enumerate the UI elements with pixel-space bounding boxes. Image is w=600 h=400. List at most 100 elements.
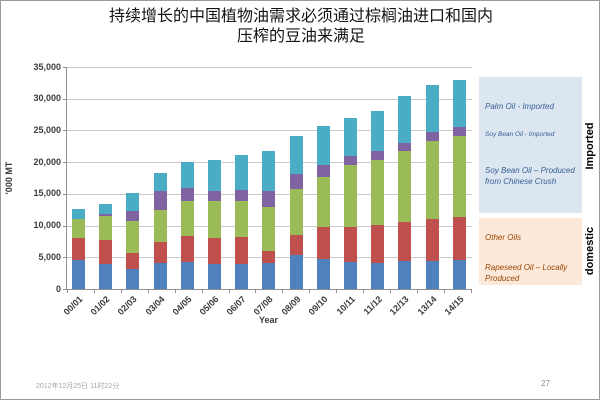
bar-06/07 <box>235 154 249 289</box>
bar-12/13 <box>398 96 412 289</box>
bar-segment <box>316 164 330 177</box>
y-tick-mark <box>63 162 67 164</box>
y-axis-tick-labels: 0 5,000 10,000 15,000 20,000 25,000 30,000 35,0… <box>15 62 61 294</box>
bar-segment <box>72 219 85 239</box>
bar-segment <box>153 263 167 289</box>
bar-segment <box>153 242 167 263</box>
bar-04/05 <box>180 161 194 289</box>
bar-segment <box>425 85 439 133</box>
y-tick-mark <box>63 130 67 132</box>
bar-segment <box>180 261 194 289</box>
bar-segment <box>371 159 385 225</box>
slide-title: 持续增长的中国植物油需求必须通过棕榈油进口和国内 压榨的豆油来满足 <box>21 7 581 47</box>
y-tick-mark <box>63 67 67 68</box>
y-tick-mark <box>63 289 67 290</box>
bar-segment <box>262 263 276 289</box>
bar-segment <box>398 150 412 222</box>
bar-segment <box>452 127 466 136</box>
x-tick-mark <box>390 289 392 293</box>
y-axis-title: '000 MT <box>4 161 14 195</box>
bar-segment <box>289 235 303 256</box>
y-tick-label: 0 <box>55 283 61 294</box>
bar-segment <box>262 250 276 263</box>
x-tick-mark <box>336 289 338 293</box>
x-tick-mark <box>174 289 176 293</box>
legend-imported-box: Palm Oil - Imported Soy Bean Oil - Impor… <box>479 77 582 213</box>
bar-segment <box>398 142 412 151</box>
y-tick-mark <box>63 193 67 195</box>
bar-08/09 <box>289 135 303 289</box>
bar-segment <box>344 164 358 227</box>
bar-segment <box>126 252 140 270</box>
bar-segment <box>235 237 249 265</box>
bar-segment <box>72 209 85 219</box>
x-tick-label: 06/07 <box>224 294 248 318</box>
bar-segment <box>153 172 167 192</box>
x-tick-mark <box>255 289 257 293</box>
x-tick-label: 14/15 <box>442 294 466 318</box>
x-tick-mark <box>201 289 203 293</box>
footer-page-number: 27 <box>541 379 550 388</box>
x-tick-label: 05/06 <box>197 294 221 318</box>
bar-segment <box>180 200 194 236</box>
plot-area <box>63 67 472 293</box>
bar-10/11 <box>344 117 358 289</box>
bar-11/12 <box>371 110 385 289</box>
x-tick-label: 09/10 <box>306 294 330 318</box>
bar-series <box>72 67 466 289</box>
legend-group-label-domestic: domestic <box>584 226 596 276</box>
bar-segment <box>371 150 385 160</box>
bar-segment <box>235 201 249 237</box>
bar-segment <box>371 263 385 289</box>
x-tick-mark <box>67 289 68 293</box>
bar-segment <box>344 226 358 262</box>
x-tick-label: 12/13 <box>388 294 412 318</box>
legend-item-palm-oil-imported: Palm Oil - Imported <box>485 102 554 111</box>
slide-title-line2: 压榨的豆油来满足 <box>236 28 365 45</box>
bar-segment <box>452 135 466 218</box>
bar-segment <box>316 176 330 228</box>
x-axis-title: Year <box>258 315 279 325</box>
bar-05/06 <box>208 160 222 289</box>
footer-datetime: 2012年12月25日 11时22分 <box>36 383 120 390</box>
y-tick-label: 20,000 <box>33 156 61 167</box>
gridline <box>67 130 472 132</box>
bar-03/04 <box>153 172 167 289</box>
x-tick-label: 01/02 <box>88 294 112 318</box>
bar-segment <box>99 213 113 217</box>
y-tick-label: 5,000 <box>38 251 61 262</box>
bar-segment <box>371 224 385 263</box>
x-tick-mark <box>470 289 472 293</box>
bar-segment <box>180 161 194 188</box>
bar-segment <box>289 174 303 190</box>
x-tick-label: 07/08 <box>251 294 275 318</box>
gridline <box>67 98 472 100</box>
bar-segment <box>289 189 303 236</box>
bar-segment <box>344 155 358 165</box>
bar-14/15 <box>452 80 466 289</box>
bar-segment <box>72 238 85 260</box>
y-tick-label: 30,000 <box>33 93 61 104</box>
bar-segment <box>425 261 439 289</box>
bar-segment <box>371 110 385 151</box>
bar-segment <box>235 190 249 202</box>
bar-segment <box>208 238 222 265</box>
x-tick-mark <box>309 289 311 293</box>
bar-segment <box>208 201 222 239</box>
bar-segment <box>316 227 330 259</box>
bar-segment <box>208 191 222 202</box>
bar-segment <box>208 160 222 192</box>
bar-segment <box>398 96 412 143</box>
bar-segment <box>262 206 276 251</box>
x-tick-label: 11/12 <box>361 294 384 317</box>
bar-segment <box>126 211 140 222</box>
y-tick-mark <box>63 225 67 227</box>
gridline <box>67 67 472 68</box>
x-tick-label: 04/05 <box>170 294 194 318</box>
bar-segment <box>452 80 466 128</box>
bar-segment <box>99 204 113 214</box>
bar-segment <box>180 235 194 262</box>
bar-segment <box>99 216 113 240</box>
bar-segment <box>262 151 276 192</box>
bar-segment <box>235 154 249 191</box>
